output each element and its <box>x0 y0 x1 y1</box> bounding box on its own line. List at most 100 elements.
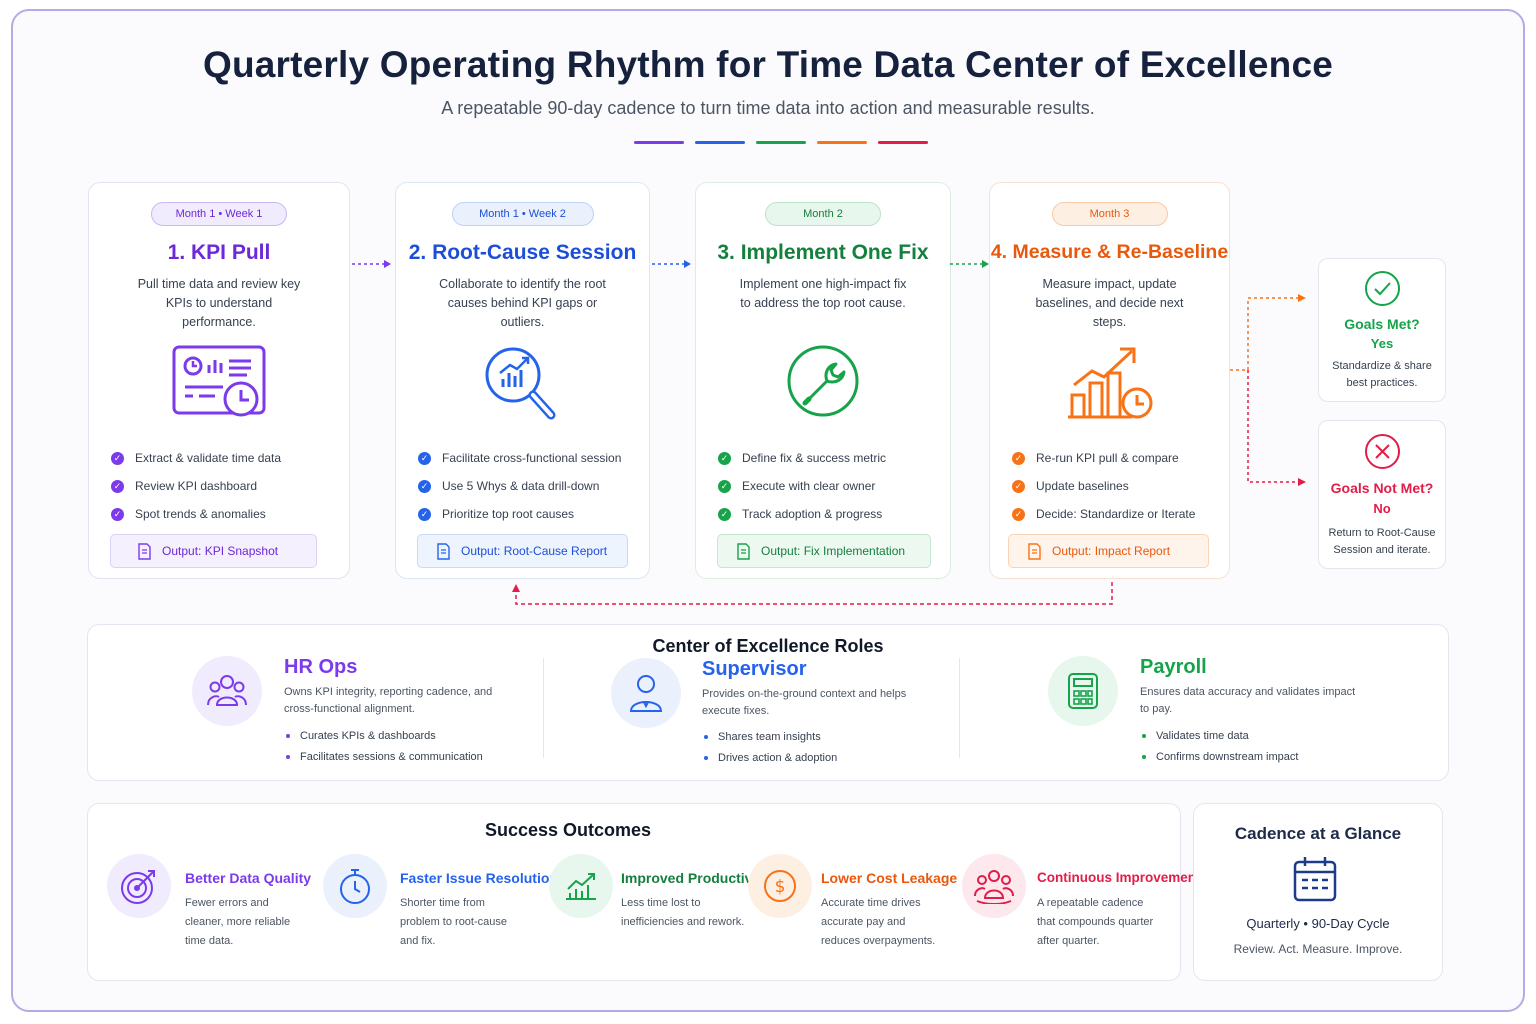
decision-answer: No <box>1373 501 1391 516</box>
step-timing-badge: Month 1 • Week 2 <box>451 202 594 226</box>
divider-pink <box>878 141 928 144</box>
bullet-text: Update baselines <box>1036 479 1129 493</box>
check-icon: ✓ <box>418 451 431 465</box>
calculator-icon <box>1068 673 1098 709</box>
divider-purple <box>634 141 684 144</box>
check-icon: ✓ <box>418 479 431 493</box>
decision-text: Return to Root-Cause Session and iterate… <box>1328 527 1436 556</box>
outcome-description: Shorter time from problem to root-cause … <box>400 897 507 947</box>
output-badge: Output: Impact Report <box>1008 534 1209 568</box>
step-bullet-list: ✓ Re-run KPI pull & compare ✓ Update basel… <box>1012 444 1219 528</box>
step-description: Collaborate to identify the root causes … <box>439 277 606 329</box>
magnifier-chart-icon <box>485 347 555 420</box>
outcome-name: Better Data Quality <box>185 870 312 886</box>
step-description: Measure impact, update baselines, and de… <box>1035 277 1184 329</box>
page-title: Quarterly Operating Rhythm for Time Data… <box>202 44 1334 85</box>
output-label: Output: Root-Cause Report <box>461 544 608 558</box>
outcome-name: Lower Cost Leakage <box>821 870 958 886</box>
cadence-panel: Cadence at a Glance Quarterly • 90-Day C… <box>1193 803 1443 981</box>
list-item: ✓ Use 5 Whys & data drill-down <box>418 472 639 500</box>
document-icon <box>138 542 151 560</box>
output-badge: Output: Fix Implementation <box>717 534 931 568</box>
step-bullet-list: ✓ Define fix & success metric ✓ Execute wi… <box>718 444 940 528</box>
list-item: ✓ Re-run KPI pull & compare <box>1012 444 1219 472</box>
outcome-avatar: $ <box>748 854 812 918</box>
outcome-description: A repeatable cadence that compounds quar… <box>1037 897 1154 947</box>
step-timing-badge: Month 1 • Week 1 <box>151 202 287 226</box>
team-cycle-icon <box>974 870 1014 904</box>
decision-connector <box>1230 294 1306 486</box>
step-bullet-list: ✓ Extract & validate time data ✓ Review KP… <box>111 444 339 528</box>
outcome-name: Faster Issue Resolution <box>400 870 558 886</box>
bullet-text: Facilitates sessions & communication <box>300 750 483 763</box>
role-description: Provides on-the-ground context and helps… <box>702 688 907 717</box>
check-icon: ✓ <box>111 507 124 521</box>
bullet-text: Shares team insights <box>718 730 821 743</box>
decision-answer: Yes <box>1370 336 1394 351</box>
dashboard-icon <box>172 345 266 417</box>
bullet-text: Extract & validate time data <box>135 451 282 465</box>
bullet-text: Prioritize top root causes <box>442 507 575 521</box>
outcome-avatar <box>962 854 1026 918</box>
check-icon: ✓ <box>1012 479 1025 493</box>
bullet-text: Drives action & adoption <box>718 751 838 764</box>
output-label: Output: Fix Implementation <box>761 544 906 558</box>
step-title: 1. KPI Pull <box>167 241 271 264</box>
list-item: ✓ Track adoption & progress <box>718 500 940 528</box>
team-icon <box>207 675 247 706</box>
outcome-name: Improved Productivity <box>621 870 769 886</box>
growth-chart-icon <box>1067 347 1152 419</box>
list-item: ✓ Decide: Standardize or Iterate <box>1012 500 1219 528</box>
check-icon: ✓ <box>418 507 431 521</box>
outcome-avatar <box>107 854 171 918</box>
document-icon <box>1028 542 1041 560</box>
bullet-text: Review KPI dashboard <box>135 479 258 493</box>
output-badge: Output: KPI Snapshot <box>110 534 317 568</box>
role-description: Owns KPI integrity, reporting cadence, a… <box>284 686 493 715</box>
stopwatch-icon <box>340 869 370 904</box>
outcome-avatar <box>549 854 613 918</box>
supervisor-avatar <box>611 658 681 728</box>
step-card-measure: Month 3 4. Measure & Re-Baseline Measure… <box>989 182 1230 579</box>
calendar-icon <box>1293 857 1337 902</box>
step-description: Pull time data and review key KPIs to un… <box>137 277 301 329</box>
step-card-root-cause: Month 1 • Week 2 2. Root-Cause Session C… <box>395 182 650 579</box>
arrow-step2-step3 <box>652 260 691 268</box>
outcome-avatar <box>323 854 387 918</box>
bullet-text: Re-run KPI pull & compare <box>1036 451 1179 465</box>
bullet-text: Spot trends & anomalies <box>135 507 266 521</box>
page-subtitle: A repeatable 90-day cadence to turn time… <box>441 98 1095 118</box>
role-name: Payroll <box>1140 656 1207 678</box>
step-bullet-list: ✓ Facilitate cross-functional session ✓ Us… <box>418 444 639 528</box>
list-item: Shares team insights <box>704 726 837 747</box>
document-icon <box>437 542 450 560</box>
step-card-implement-fix: Month 2 3. Implement One Fix Implement o… <box>695 182 951 579</box>
decision-goals-met: Goals Met? Yes Standardize & share best … <box>1318 258 1446 402</box>
step-description: Implement one high-impact fix to address… <box>739 277 907 310</box>
dollar-coin-icon: $ <box>764 870 796 902</box>
output-badge: Output: Root-Cause Report <box>417 534 628 568</box>
step-timing-badge: Month 2 <box>765 202 881 226</box>
output-label: Output: KPI Snapshot <box>162 544 279 558</box>
decision-text: Standardize & share best practices. <box>1332 360 1432 389</box>
bullet-text: Decide: Standardize or Iterate <box>1036 507 1196 521</box>
cadence-motto: Review. Act. Measure. Improve. <box>1233 942 1403 956</box>
roles-panel <box>87 624 1449 781</box>
check-icon: ✓ <box>718 479 731 493</box>
list-item: Confirms downstream impact <box>1142 746 1298 767</box>
outcome-description: Accurate time drives accurate pay and re… <box>821 897 936 947</box>
list-item: ✓ Extract & validate time data <box>111 444 339 472</box>
list-item: ✓ Execute with clear owner <box>718 472 940 500</box>
list-item: ✓ Spot trends & anomalies <box>111 500 339 528</box>
list-item: Validates time data <box>1142 725 1298 746</box>
document-icon <box>737 542 750 560</box>
step-timing-badge: Month 3 <box>1051 202 1168 226</box>
check-icon: ✓ <box>718 507 731 521</box>
cadence-summary: Quarterly • 90-Day Cycle <box>1246 916 1390 931</box>
role-bullet-list: Validates time data Confirms downstream … <box>1142 725 1298 767</box>
bullet-text: Execute with clear owner <box>742 479 876 493</box>
bullet-text: Define fix & success metric <box>742 451 887 465</box>
check-icon: ✓ <box>1012 451 1025 465</box>
decision-title: Goals Not Met? <box>1330 480 1434 496</box>
check-icon: ✓ <box>111 479 124 493</box>
